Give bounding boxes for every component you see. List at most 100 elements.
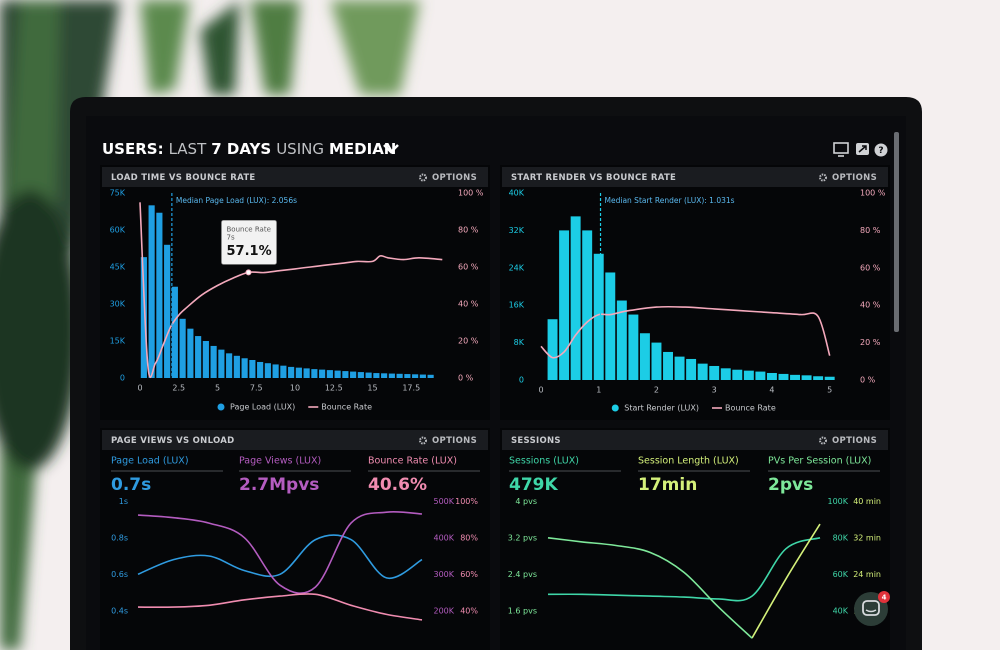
y2-tick-label: 80K: [833, 533, 849, 542]
legend: Page Load (LUX) Bounce Rate: [217, 403, 372, 412]
help-icon[interactable]: ?: [874, 143, 888, 157]
svg-text:?: ?: [878, 146, 883, 156]
median-label: Median Page Load (LUX): 2.056s: [176, 196, 297, 205]
options-button[interactable]: OPTIONS: [832, 436, 877, 446]
options-button[interactable]: OPTIONS: [432, 436, 477, 446]
x-tick-label: 5: [215, 384, 220, 393]
y2-tick-label: 60 %: [860, 263, 881, 272]
y2-tick-label: 300K: [433, 570, 454, 579]
bar: [164, 244, 171, 378]
plot-area: [137, 511, 423, 621]
bar: [357, 372, 364, 378]
bar: [663, 351, 673, 380]
stat-value: 0.7s: [111, 475, 151, 495]
y-tick-label: 3.2 pvs: [508, 533, 537, 542]
legend-swatch: [611, 404, 619, 412]
y-tick-label: 32K: [509, 226, 525, 235]
line: [547, 537, 753, 639]
bar: [295, 367, 302, 378]
bar: [171, 286, 178, 378]
x-tick-label: 12.5: [325, 384, 343, 393]
x-tick-label: 17.5: [402, 384, 420, 393]
y-tick-label: 30K: [110, 300, 126, 309]
chat-button[interactable]: 4: [854, 591, 890, 626]
bar: [148, 205, 155, 378]
bar: [605, 272, 616, 380]
bar: [210, 345, 217, 378]
line: [547, 537, 821, 602]
y2-tick-label: 100 %: [860, 189, 886, 198]
gear-icon: [819, 173, 828, 182]
bar: [755, 371, 766, 380]
bar: [732, 369, 743, 380]
bar: [388, 373, 395, 378]
y-tick-label: 40K: [509, 189, 525, 198]
y2-tick-label: 400K: [433, 533, 454, 542]
scrollbar[interactable]: [894, 132, 899, 332]
plot-area: [540, 216, 835, 380]
bar: [187, 328, 194, 378]
bar: [272, 364, 279, 378]
panel: START RENDER VS BOUNCE RATE OPTIONS 0 8K 16K…: [500, 165, 890, 420]
tooltip-x: 7s: [227, 233, 235, 241]
y2-tick-label: 80 %: [860, 226, 881, 235]
y2-tick-label: 0 %: [860, 376, 876, 385]
x-tick-label: 1: [596, 386, 601, 395]
notification-count: 4: [882, 594, 887, 602]
options-button[interactable]: OPTIONS: [432, 173, 477, 183]
y2-tick-label: 100 %: [458, 189, 484, 198]
y2-tick-label: 20 %: [860, 338, 881, 347]
y2-tick-label: 40 %: [860, 301, 881, 310]
bar: [697, 363, 708, 380]
x-tick-label: 5: [827, 386, 832, 395]
y-tick-label: 60K: [110, 226, 126, 235]
panel-background: [500, 428, 890, 650]
stat-label: Sessions (LUX): [509, 456, 579, 467]
title-part: LAST: [169, 140, 207, 158]
y-tick-label: 0: [120, 374, 125, 383]
bar: [628, 314, 639, 380]
title-part: 7 DAYS: [211, 140, 271, 158]
x-tick-label: 3: [712, 386, 717, 395]
y2-tick-label: 100K: [827, 497, 848, 506]
bar: [140, 257, 147, 378]
options-button[interactable]: OPTIONS: [832, 173, 877, 183]
legend-label: Bounce Rate: [725, 404, 776, 413]
share-icon[interactable]: [856, 143, 869, 155]
bar: [264, 363, 271, 378]
dashboard-title[interactable]: USERS: LAST 7 DAYS USING MEDIAN: [102, 140, 396, 158]
bar: [593, 253, 604, 380]
bar: [743, 370, 754, 380]
gear-icon: [419, 173, 428, 182]
bar: [288, 366, 295, 378]
stat-label: Page Load (LUX): [111, 456, 189, 467]
x-tick-label: 0: [137, 384, 142, 393]
legend-swatch: [217, 403, 225, 411]
bar: [720, 368, 731, 380]
y3-tick-label: 40 min: [853, 497, 881, 506]
line: [137, 593, 423, 621]
x-tick-label: 10: [290, 384, 300, 393]
bar: [334, 370, 341, 378]
stat-label: Bounce Rate (LUX): [368, 456, 457, 467]
bar: [319, 369, 326, 378]
panel-header: [502, 430, 888, 450]
legend-label: Bounce Rate: [321, 403, 372, 412]
y-tick-label: 2.4 pvs: [508, 570, 537, 579]
x-tick-label: 2: [654, 386, 659, 395]
monitor-icon[interactable]: [833, 142, 849, 157]
plant: [0, 0, 420, 650]
stat-label: Session Length (LUX): [638, 456, 739, 467]
y2-tick-label: 60 %: [458, 263, 479, 272]
bar: [226, 353, 233, 378]
panel-title: LOAD TIME VS BOUNCE RATE: [111, 173, 256, 183]
bar: [156, 212, 163, 378]
panel-header: [502, 167, 888, 187]
bar: [639, 333, 650, 380]
y-tick-label: 24K: [509, 263, 525, 272]
stat-value: 479K: [509, 475, 558, 495]
bar: [616, 300, 627, 380]
panel: SESSIONS OPTIONS Sessions (LUX) 479K Session…: [500, 428, 890, 650]
dropdown-chevron[interactable]: [383, 144, 399, 154]
